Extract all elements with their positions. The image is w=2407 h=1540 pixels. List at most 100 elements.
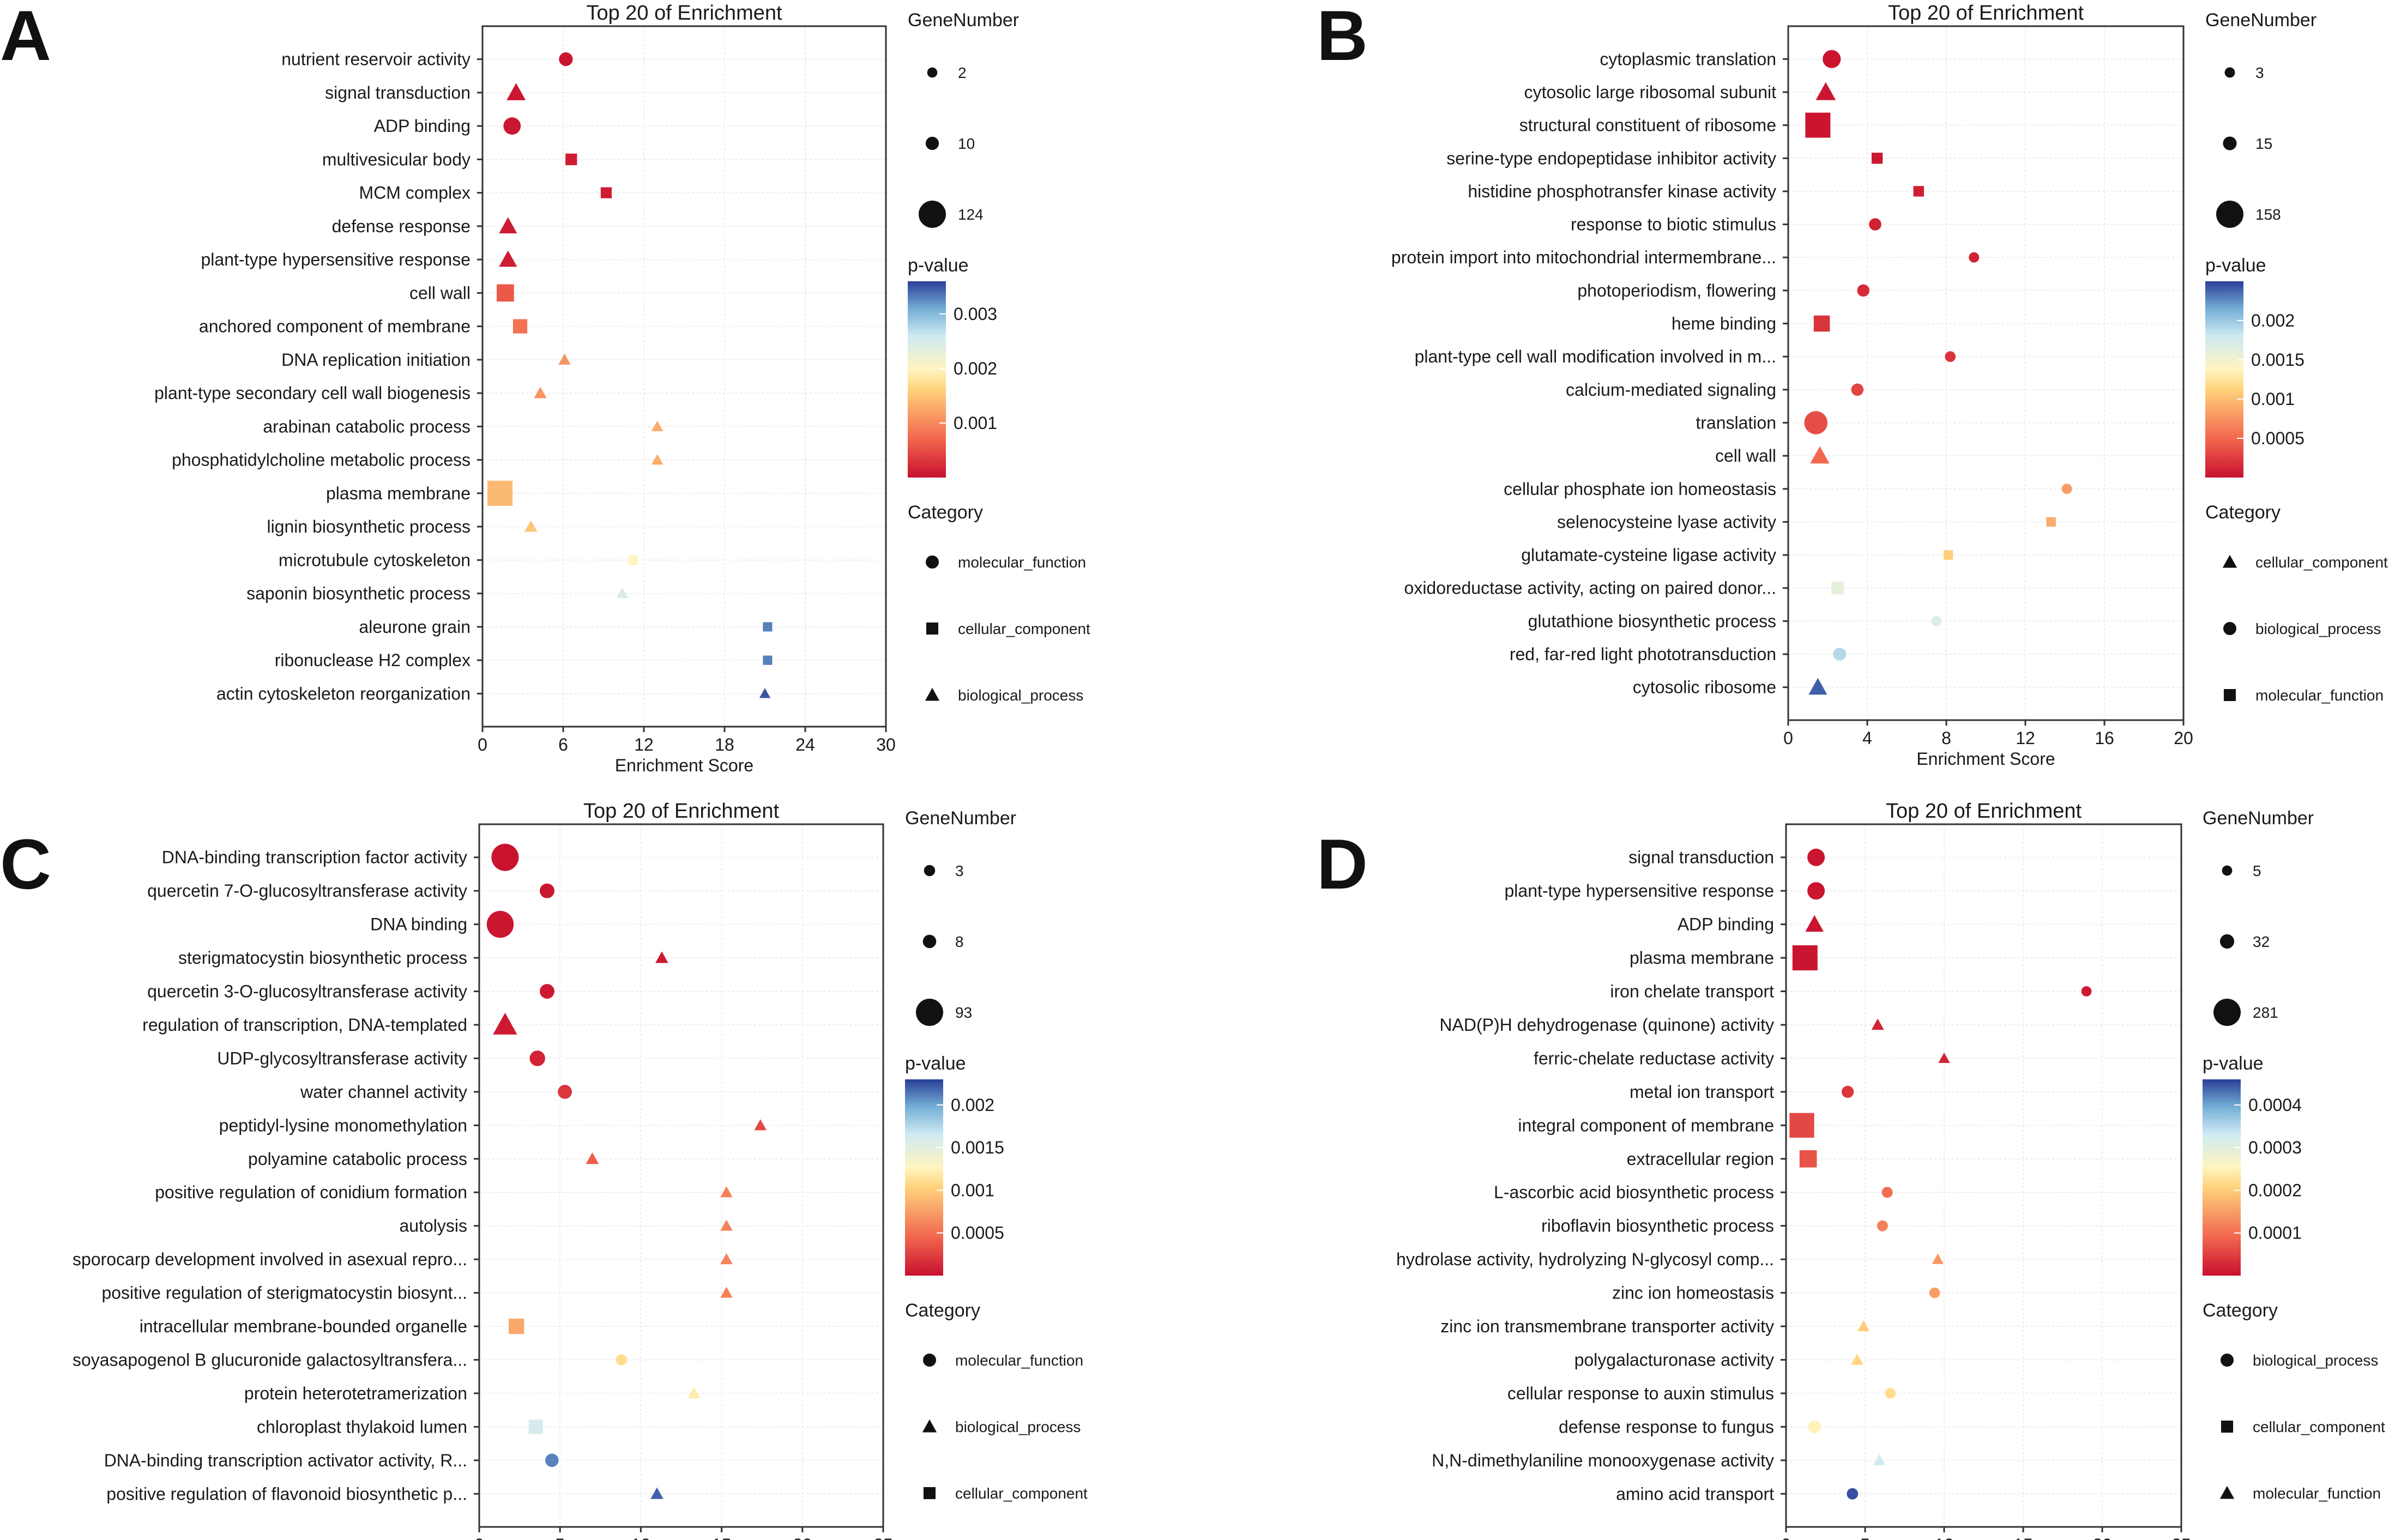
data-point xyxy=(509,1318,524,1334)
pvalue-colorbar xyxy=(908,281,946,478)
data-point xyxy=(1885,1388,1896,1399)
term-label: translation xyxy=(1696,413,1776,432)
category-legend-marker xyxy=(2223,689,2236,702)
category-legend-marker xyxy=(925,687,940,701)
x-tick-label: 4 xyxy=(1862,728,1872,748)
grid xyxy=(482,26,886,727)
gene-number-legend-label: 10 xyxy=(958,135,975,152)
data-point xyxy=(1873,1454,1886,1465)
data-point xyxy=(763,622,773,632)
gene-number-legend-marker xyxy=(2219,934,2235,949)
data-point xyxy=(545,1453,559,1467)
term-label: metal ion transport xyxy=(1630,1082,1774,1102)
colorbar-tick-label: 0.0015 xyxy=(2251,350,2305,370)
term-label: polyamine catabolic process xyxy=(248,1149,467,1169)
pvalue-legend-title: p-value xyxy=(905,1053,966,1074)
data-point xyxy=(1969,252,1980,263)
term-label: histidine phosphotransfer kinase activit… xyxy=(1468,182,1776,201)
term-label: ribonuclease H2 complex xyxy=(275,650,470,670)
term-label: water channel activity xyxy=(300,1082,467,1102)
term-label: ADP binding xyxy=(1678,915,1774,934)
term-label: ferric-chelate reductase activity xyxy=(1534,1048,1774,1068)
data-point xyxy=(1943,550,1953,560)
term-label: amino acid transport xyxy=(1616,1484,1774,1503)
data-point xyxy=(651,420,663,431)
gene-number-legend-marker xyxy=(922,934,937,949)
category-legend-marker xyxy=(2221,1354,2234,1367)
data-point xyxy=(1929,1287,1940,1299)
panel-letter: C xyxy=(0,824,51,904)
term-label: regulation of transcription, DNA-templat… xyxy=(142,1015,467,1035)
term-label: calcium-mediated signaling xyxy=(1566,380,1776,400)
term-label: signal transduction xyxy=(325,83,470,102)
chart-title: Top 20 of Enrichment xyxy=(586,2,782,25)
x-tick-label: 18 xyxy=(715,735,734,754)
gene-number-legend-label: 281 xyxy=(2253,1004,2278,1021)
x-tick-label: 25 xyxy=(2171,1535,2191,1540)
colorbar-tick-label: 0.0003 xyxy=(2248,1138,2302,1157)
term-label: protein heterotetramerization xyxy=(244,1384,467,1403)
category-legend-title: Category xyxy=(2205,502,2281,523)
term-label: soyasapogenol B glucuronide galactosyltr… xyxy=(73,1350,467,1369)
data-point xyxy=(1808,678,1827,695)
grid xyxy=(1788,26,2184,720)
data-point xyxy=(2046,517,2056,527)
data-point xyxy=(720,1253,733,1265)
x-tick-label: 12 xyxy=(634,735,654,754)
term-label: L-ascorbic acid biosynthetic process xyxy=(1494,1182,1774,1202)
x-tick-label: 10 xyxy=(631,1535,651,1540)
term-label: DNA binding xyxy=(370,915,467,934)
term-label: protein import into mitochondrial interm… xyxy=(1391,247,1776,267)
pvalue-colorbar xyxy=(2205,281,2243,478)
colorbar-tick-label: 0.0004 xyxy=(2248,1095,2302,1115)
panel-a: A Top 20 of Enrichment 0 6 12 18 24 30 Enrichmen… xyxy=(0,0,1090,775)
term-label: cytosolic large ribosomal subunit xyxy=(1524,82,1777,102)
category-legend-label: molecular_function xyxy=(955,1352,1083,1369)
term-label: plant-type secondary cell wall biogenesi… xyxy=(154,383,470,403)
data-point xyxy=(497,284,514,302)
colorbar-tick-label: 0.001 xyxy=(954,413,997,433)
category-legend-marker xyxy=(923,1354,936,1367)
panel-letter: D xyxy=(1317,824,1368,904)
category-legend-title: Category xyxy=(2203,1300,2278,1321)
term-label: riboflavin biosynthetic process xyxy=(1541,1216,1774,1236)
term-label: DNA replication initiation xyxy=(281,350,470,370)
term-label: cytosolic ribosome xyxy=(1633,678,1776,697)
data-point xyxy=(655,951,668,963)
gene-number-legend-label: 93 xyxy=(955,1004,972,1021)
gene-number-legend-marker xyxy=(2224,67,2235,78)
colorbar-tick-label: 0.0001 xyxy=(2248,1223,2302,1243)
data-point xyxy=(1823,50,1841,68)
category-legend-marker xyxy=(926,555,939,569)
term-label: intracellular membrane-bounded organelle xyxy=(140,1316,467,1336)
term-label: glutathione biosynthetic process xyxy=(1528,611,1776,631)
term-label: cellular phosphate ion homeostasis xyxy=(1504,479,1776,499)
data-point xyxy=(1831,582,1844,595)
data-point xyxy=(720,1219,733,1231)
term-label: ADP binding xyxy=(374,116,470,136)
x-tick-label: 10 xyxy=(1934,1535,1954,1540)
data-point xyxy=(1881,1187,1893,1198)
term-label: actin cytoskeleton reorganization xyxy=(216,684,470,703)
term-label: MCM complex xyxy=(359,183,470,203)
data-point xyxy=(1804,411,1828,434)
term-label: nutrient reservoir activity xyxy=(281,50,470,69)
gene-number-legend-title: GeneNumber xyxy=(908,10,1019,31)
data-point xyxy=(524,520,538,532)
gene-number-legend-marker xyxy=(916,999,943,1026)
data-point xyxy=(616,587,629,599)
gene-number-legend-marker xyxy=(927,67,938,78)
term-label: signal transduction xyxy=(1628,848,1774,867)
term-label: DNA-binding transcription activator acti… xyxy=(104,1451,467,1470)
gene-number-legend-title: GeneNumber xyxy=(905,808,1016,829)
data-point xyxy=(1805,915,1824,932)
x-tick-label: 20 xyxy=(2174,728,2193,748)
colorbar-tick-label: 0.002 xyxy=(951,1095,994,1115)
term-label: chloroplast thylakoid lumen xyxy=(257,1417,467,1436)
x-tick-label: 8 xyxy=(1941,728,1951,748)
data-point xyxy=(616,1354,628,1366)
data-point xyxy=(1871,153,1883,164)
term-label: DNA-binding transcription factor activit… xyxy=(162,848,467,867)
category-legend-marker xyxy=(2222,554,2237,568)
